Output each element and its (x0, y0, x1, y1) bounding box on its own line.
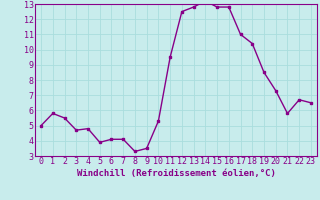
X-axis label: Windchill (Refroidissement éolien,°C): Windchill (Refroidissement éolien,°C) (76, 169, 276, 178)
